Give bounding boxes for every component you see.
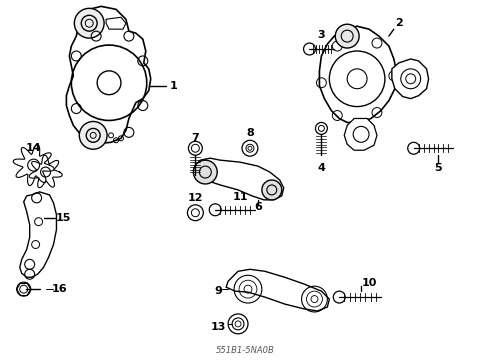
Circle shape — [335, 24, 359, 48]
Text: 3: 3 — [318, 30, 325, 40]
Text: 9: 9 — [214, 286, 222, 296]
Text: 1: 1 — [170, 81, 177, 91]
Circle shape — [228, 314, 248, 334]
Circle shape — [333, 291, 345, 303]
Polygon shape — [106, 17, 126, 29]
Text: 15: 15 — [56, 213, 71, 223]
Text: 14: 14 — [26, 143, 42, 153]
Text: 7: 7 — [192, 133, 199, 143]
Circle shape — [17, 282, 31, 296]
Polygon shape — [226, 269, 329, 311]
Circle shape — [79, 121, 107, 149]
Text: 6: 6 — [254, 202, 262, 212]
Polygon shape — [319, 26, 397, 122]
Circle shape — [408, 142, 419, 154]
Circle shape — [303, 43, 316, 55]
Polygon shape — [66, 6, 151, 143]
Circle shape — [242, 140, 258, 156]
Circle shape — [209, 204, 221, 216]
Polygon shape — [20, 192, 56, 277]
Text: 12: 12 — [188, 193, 203, 203]
Text: 13: 13 — [211, 322, 226, 332]
Circle shape — [316, 122, 327, 134]
Text: 551B1-5NA0B: 551B1-5NA0B — [216, 346, 274, 355]
Text: 2: 2 — [395, 18, 403, 28]
Text: 10: 10 — [361, 278, 377, 288]
Circle shape — [188, 205, 203, 221]
Circle shape — [194, 160, 217, 184]
Text: 11: 11 — [232, 192, 248, 202]
Circle shape — [262, 180, 282, 200]
Polygon shape — [194, 158, 284, 200]
Text: 4: 4 — [318, 163, 325, 173]
Circle shape — [74, 8, 104, 38]
Circle shape — [189, 141, 202, 155]
Polygon shape — [392, 59, 429, 99]
Text: 5: 5 — [435, 163, 442, 173]
Text: 16: 16 — [51, 284, 67, 294]
Polygon shape — [344, 118, 377, 150]
Text: 8: 8 — [246, 129, 254, 138]
